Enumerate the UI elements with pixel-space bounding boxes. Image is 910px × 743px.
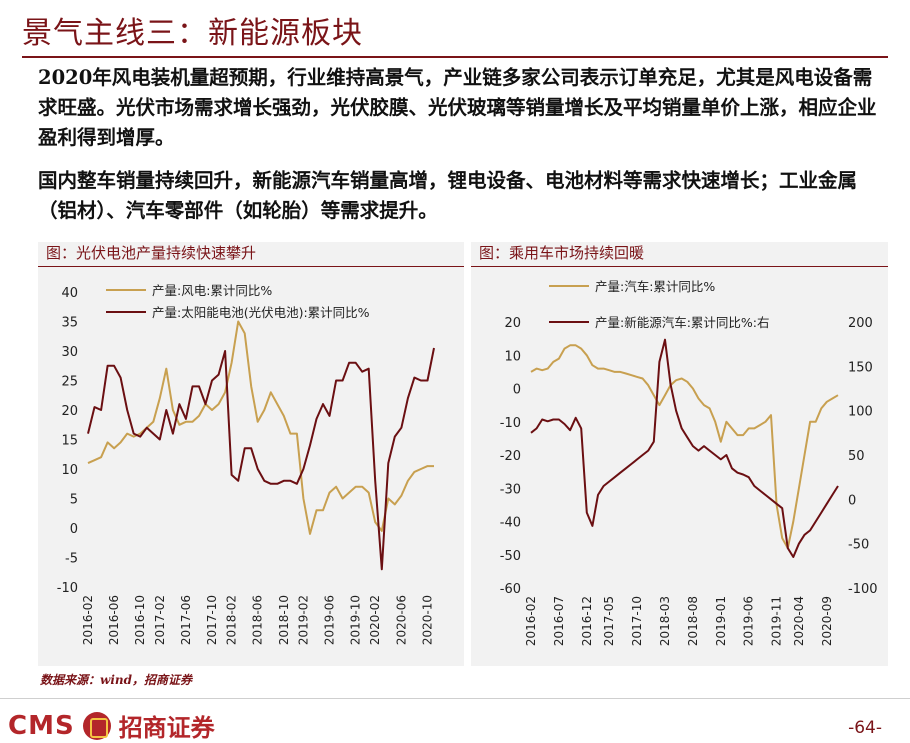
y2-tick-label: 50: [848, 449, 865, 464]
page-title: 景气主线三：新能源板块: [22, 16, 363, 51]
x-tick-label: 2019-02: [296, 595, 310, 645]
y-tick-label: 0: [513, 383, 521, 398]
y2-tick-label: -50: [848, 538, 869, 553]
x-tick-label: 2020-02: [368, 595, 382, 645]
chart-panel-auto: 图：乘用车市场持续回暖 -60 -50 -40 -30 -20 -10 0 10 20 -100-…: [471, 242, 888, 666]
y2-tick-label: 0: [848, 493, 856, 508]
y-tick-label: 0: [70, 522, 78, 537]
y-tick-label: 40: [61, 286, 78, 301]
x-tick-label: 2016-06: [107, 595, 121, 645]
series-line-1: [530, 344, 839, 550]
x-tick-label: 2016-10: [133, 595, 147, 645]
y2-tick-label: -100: [848, 582, 878, 597]
x-tick-label: 2017-06: [179, 595, 193, 645]
y-tick-label: -10: [500, 416, 521, 431]
cms-logo: CMS 招商证券: [8, 708, 215, 743]
x-tick-label: 2020-06: [394, 595, 408, 645]
legend-label-1: 产量:汽车:累计同比%: [595, 279, 715, 294]
paragraph-1: 2020年风电装机量超预期，行业维持高景气，产业链多家公司表示订单充足，尤其是风…: [38, 66, 877, 149]
x-tick-label: 2020-09: [820, 596, 834, 646]
y-tick-label: 20: [504, 316, 521, 331]
chart-pv-battery: -10 -5 0 5 10 15 20 25 30 35 40 2016-02 2016-06 2016-…: [57, 283, 435, 645]
y-tick-label: 30: [61, 345, 78, 360]
y-tick-label: 10: [504, 349, 521, 364]
title-rule: [22, 56, 888, 58]
panel-rule: [38, 266, 464, 267]
y-tick-label: -5: [65, 552, 78, 567]
figure-title-pv: 图：光伏电池产量持续快速攀升: [46, 244, 257, 262]
x-tick-label: 2019-11: [770, 596, 784, 646]
y-tick-label: -10: [57, 581, 78, 596]
x-tick-label: 2020-04: [792, 596, 806, 646]
x-tick-label: 2017-10: [205, 595, 219, 645]
y2-tick-label: 200: [848, 316, 873, 331]
logo-chinese: 招商证券: [118, 713, 215, 742]
x-tick-label: 2016-02: [524, 596, 538, 646]
legend-label-2: 产量:太阳能电池(光伏电池):累计同比%: [152, 305, 370, 320]
legend-label-2: 产量:新能源汽车:累计同比%:右: [595, 315, 770, 330]
x-tick-label: 2018-10: [277, 595, 291, 645]
figure-title-auto: 图：乘用车市场持续回暖: [479, 244, 645, 262]
y-tick-label: -60: [500, 582, 521, 597]
x-tick-label: 2017-05: [602, 596, 616, 646]
y-tick-label: 5: [70, 493, 78, 508]
x-tick-label: 2018-02: [225, 595, 239, 645]
legend-label-1: 产量:风电:累计同比%: [152, 283, 272, 298]
data-source: 数据来源：wind，招商证券: [40, 673, 193, 687]
y-tick-label: 15: [61, 434, 78, 449]
series-line-2: [87, 347, 435, 571]
x-tick-label: 2018-03: [658, 596, 672, 646]
y-tick-label: 20: [61, 404, 78, 419]
x-tick-label: 2016-12: [580, 596, 594, 646]
x-tick-label: 2018-08: [686, 596, 700, 646]
x-tick-label: 2016-07: [552, 596, 566, 646]
x-tick-label: 2019-10: [349, 595, 363, 645]
logo-text: CMS: [8, 710, 75, 741]
page-number: -64-: [848, 718, 882, 738]
x-tick-label: 2019-06: [742, 596, 756, 646]
logo-mark-icon: [82, 711, 111, 740]
panel-rule: [471, 266, 888, 267]
y-tick-label: -40: [500, 516, 521, 531]
y-tick-label: -20: [500, 449, 521, 464]
series-line-2: [530, 338, 839, 558]
y-tick-label: -30: [500, 482, 521, 497]
paragraph-2: 国内整车销量持续回升，新能源汽车销量高增，锂电设备、电池材料等需求快速增长；工业…: [38, 169, 858, 222]
x-tick-label: 2016-02: [81, 595, 95, 645]
chart-panel-pv: 图：光伏电池产量持续快速攀升 -10 -5 0 5 10 15 20 25 30 35 40 2016…: [38, 242, 464, 666]
y-tick-label: 10: [61, 463, 78, 478]
y-tick-label: -50: [500, 549, 521, 564]
y-tick-label: 35: [61, 316, 78, 331]
chart-passenger-car: -60-50-40-30-20-1001020-100-500501001502…: [500, 279, 878, 646]
y-tick-label: 25: [61, 375, 78, 390]
x-tick-label: 2019-01: [714, 596, 728, 646]
y2-tick-label: 150: [848, 360, 873, 375]
x-tick-label: 2019-06: [323, 595, 337, 645]
series-line-1: [87, 320, 434, 535]
x-tick-label: 2017-10: [630, 596, 644, 646]
x-tick-label: 2020-10: [420, 595, 434, 645]
x-tick-label: 2017-02: [153, 595, 167, 645]
footer-rule: [0, 698, 910, 699]
y2-tick-label: 100: [848, 405, 873, 420]
x-tick-label: 2018-06: [251, 595, 265, 645]
